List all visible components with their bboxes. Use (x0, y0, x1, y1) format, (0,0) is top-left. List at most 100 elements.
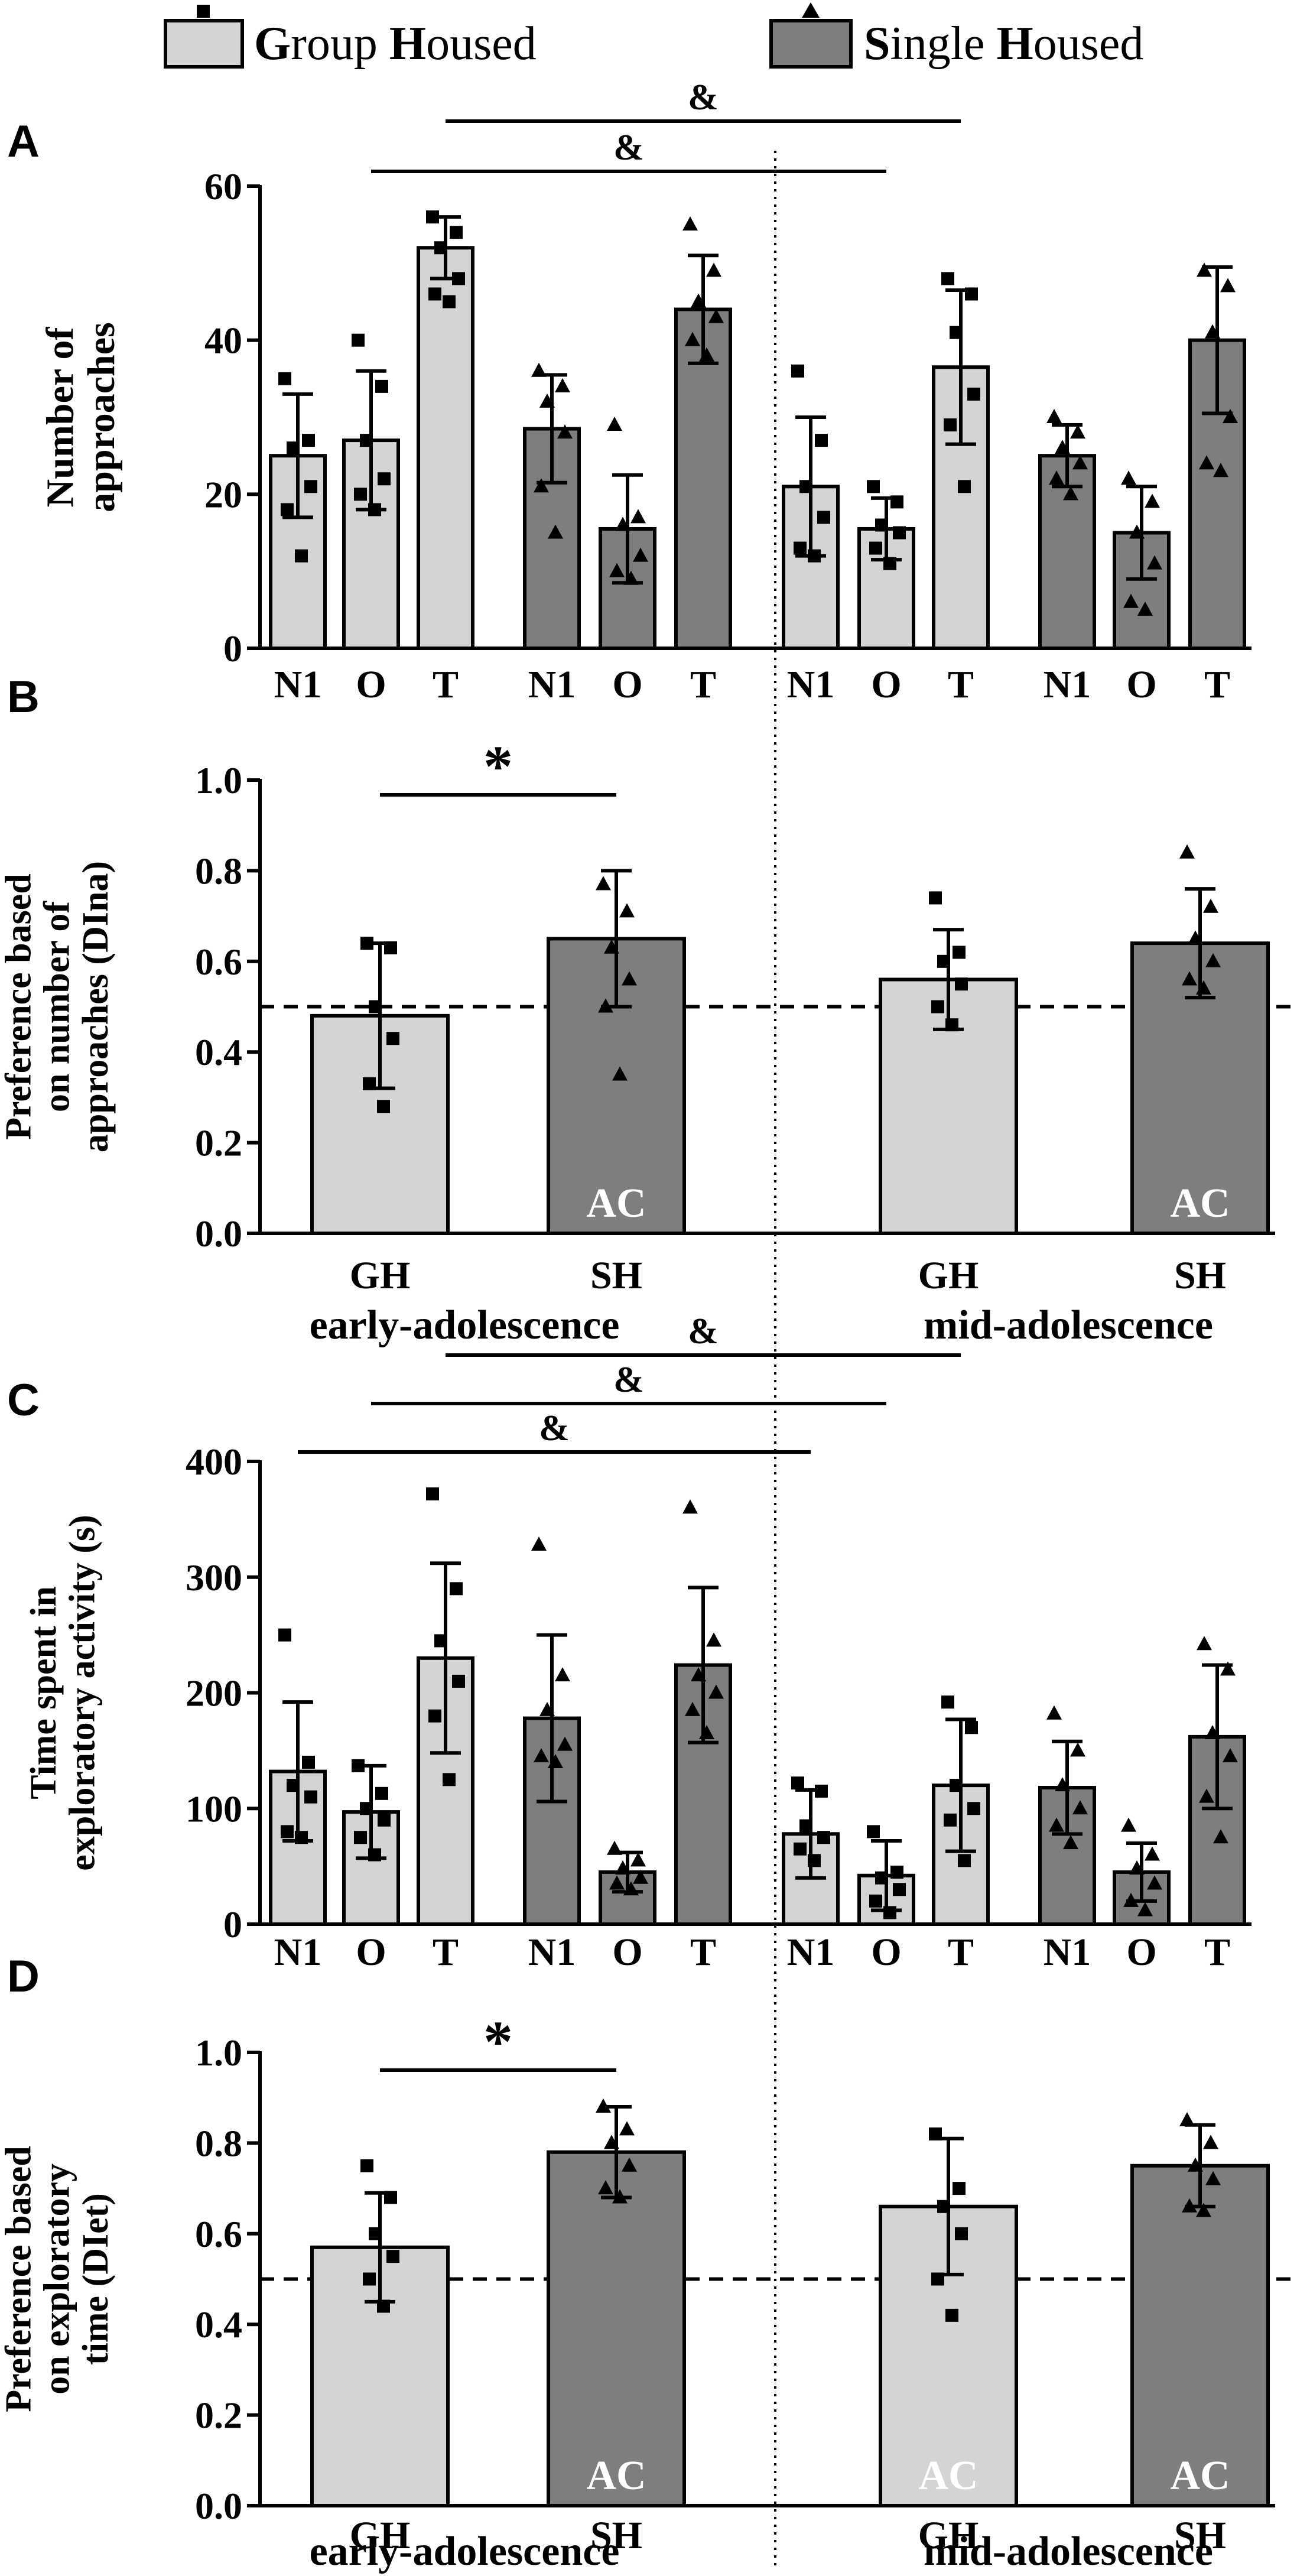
legend-swatch-single-housed (769, 19, 853, 69)
data-point-square (426, 1487, 439, 1500)
x-tick-label: O (356, 1931, 386, 1974)
y-tick-label: 0.4 (195, 1031, 242, 1073)
data-point-triangle (1137, 601, 1153, 616)
x-tick-label: SH (1174, 2514, 1226, 2557)
x-tick-label: T (433, 1931, 459, 1974)
data-point-square (302, 434, 315, 447)
age-group-label: mid-adolescence (924, 2529, 1213, 2574)
y-tick-label: 0.6 (195, 941, 242, 983)
data-point-square (953, 2182, 966, 2195)
data-point-triangle (1063, 1834, 1078, 1849)
x-tick-label: O (871, 663, 901, 706)
y-tick-label: 0.0 (195, 1213, 242, 1255)
data-point-square (450, 226, 463, 239)
data-point-square (893, 1883, 906, 1896)
data-point-triangle (622, 2157, 637, 2172)
data-point-square (945, 2308, 958, 2322)
y-tick-label: 0.4 (195, 2304, 242, 2346)
y-tick-label: 60 (204, 165, 242, 207)
data-point-triangle (531, 1536, 547, 1551)
data-point-triangle (1197, 1636, 1212, 1651)
legend-swatch-group-housed (164, 19, 244, 69)
data-point-triangle (1205, 2171, 1221, 2185)
data-point-triangle (548, 524, 563, 539)
bar-gh (932, 365, 990, 650)
data-point-triangle (708, 1684, 724, 1699)
data-point-triangle (1147, 555, 1162, 570)
data-point-triangle (1046, 1705, 1062, 1720)
x-tick-label: O (612, 1931, 642, 1974)
data-point-triangle (682, 1499, 698, 1514)
data-point-triangle (1205, 953, 1221, 967)
data-point-triangle (633, 1869, 648, 1884)
data-point-square (955, 2227, 968, 2240)
data-point-triangle (619, 2121, 635, 2136)
data-point-square (278, 372, 291, 385)
data-point-triangle (1220, 278, 1236, 293)
x-tick-label: N1 (528, 1931, 576, 1974)
data-point-triangle (534, 478, 549, 493)
data-point-square (377, 1100, 390, 1113)
data-point-triangle (1179, 844, 1195, 859)
data-point-square (428, 1709, 441, 1723)
data-point-square (794, 1842, 807, 1856)
x-tick-label: GH (918, 1254, 979, 1297)
legend: Group Housed Single Housed (164, 2, 1143, 70)
data-point-square (304, 1790, 317, 1804)
x-tick-label: GH (350, 2514, 411, 2557)
data-point-square (295, 549, 308, 563)
data-point-triangle (557, 1736, 573, 1751)
y-axis-label: on exploratory (37, 2164, 77, 2395)
bar-annotation-ac: AC (586, 2453, 646, 2499)
legend-label-single-housed: Single Housed (864, 18, 1143, 70)
data-point-triangle (1182, 971, 1197, 986)
x-tick-label: N1 (528, 663, 576, 706)
data-point-square (281, 1825, 294, 1838)
x-tick-label: O (612, 663, 642, 706)
bar-sh (1130, 2164, 1270, 2507)
panel-letter: A (7, 116, 40, 167)
data-point-triangle (1072, 455, 1088, 470)
data-point-triangle (685, 1701, 700, 1716)
y-tick-label: 0 (223, 628, 242, 670)
data-point-triangle (598, 2180, 613, 2195)
data-point-square (452, 1674, 465, 1688)
data-point-triangle (1213, 463, 1228, 477)
y-tick-label: 100 (186, 1788, 242, 1830)
data-point-square (958, 1854, 971, 1867)
y-tick-label: 20 (204, 473, 242, 515)
x-tick-label: SH (590, 1254, 642, 1297)
bar-annotation-ac: AC (586, 1181, 646, 1226)
data-point-square (378, 1813, 391, 1827)
data-point-square (360, 2159, 373, 2172)
y-tick-label: 0.8 (195, 2122, 242, 2164)
x-tick-label: T (1204, 663, 1230, 706)
y-axis-label: Preference based (0, 2146, 39, 2412)
data-point-square (955, 977, 968, 991)
x-tick-label: T (1204, 1931, 1230, 1974)
data-point-square (967, 1802, 980, 1815)
y-tick-label: 40 (204, 320, 242, 362)
y-tick-label: 300 (186, 1557, 242, 1599)
panel-letter: B (7, 672, 40, 722)
data-point-triangle (1049, 470, 1064, 485)
legend-marker-triangle (802, 2, 820, 18)
x-tick-label: T (690, 663, 716, 706)
data-point-triangle (1179, 2112, 1195, 2127)
data-point-square (302, 1755, 315, 1769)
data-point-square (944, 418, 957, 432)
data-point-square (378, 472, 391, 486)
data-point-triangle (1196, 2203, 1211, 2217)
data-point-triangle (609, 1875, 625, 1890)
y-tick-label: 1.0 (195, 2032, 242, 2074)
y-axis-label: approaches (DIna) (76, 861, 116, 1152)
legend-marker-square (197, 5, 210, 18)
data-point-square (794, 541, 807, 555)
data-point-triangle (619, 903, 635, 918)
data-point-triangle (1046, 409, 1062, 423)
data-point-square (363, 2272, 376, 2286)
data-point-square (375, 1786, 388, 1800)
